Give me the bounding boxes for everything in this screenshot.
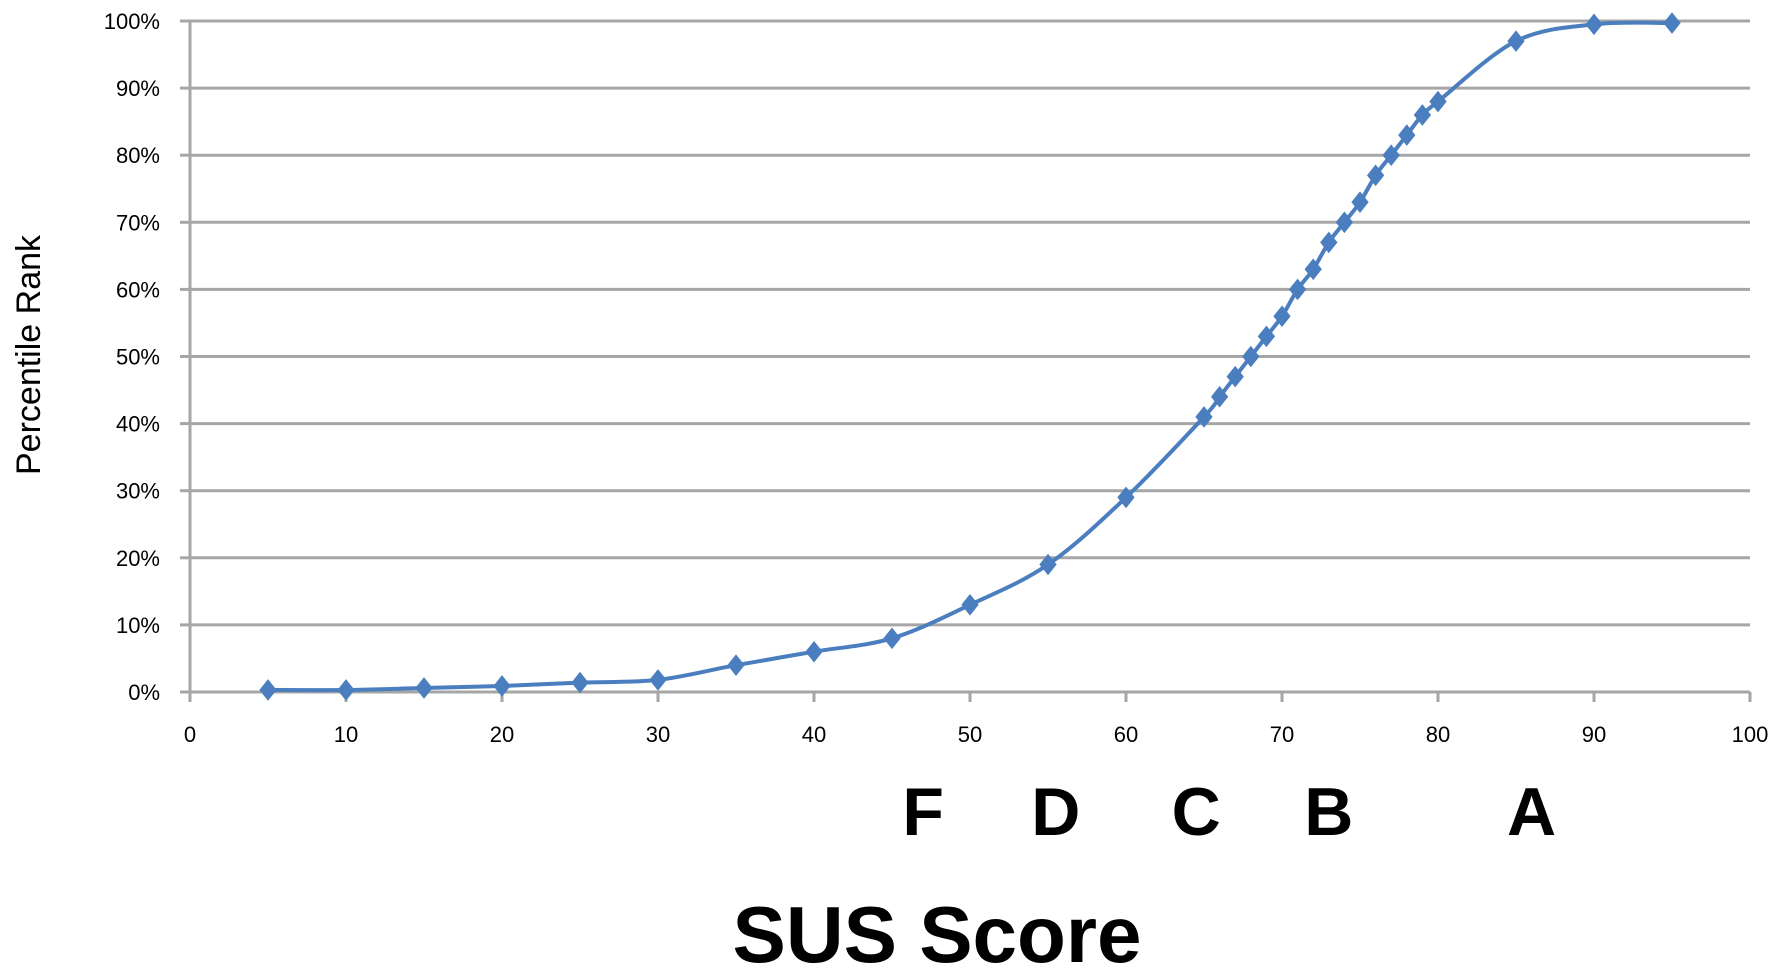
data-point-marker [1507, 30, 1525, 52]
data-point-marker [1585, 13, 1603, 36]
data-point-marker [1273, 305, 1291, 328]
y-tick-label: 40% [116, 412, 160, 437]
data-point-marker [1288, 278, 1307, 301]
data-point-marker [1413, 104, 1432, 126]
y-tick-labels: 0% 10% 20% 30% 40% 50% 60% 70% 80% 90% 100% [104, 9, 160, 705]
data-point-marker [1210, 385, 1229, 408]
y-tick-label: 50% [116, 345, 160, 370]
x-tick-label: 60 [1114, 722, 1138, 747]
y-tick-label: 100% [104, 9, 160, 34]
x-tick-labels: 0 10 20 30 40 50 60 70 80 90 100 [184, 722, 1768, 747]
x-tick-label: 10 [334, 722, 358, 747]
data-point-marker [1398, 124, 1416, 146]
data-point-marker [1257, 325, 1276, 348]
x-tick-label: 30 [646, 722, 670, 747]
data-point-marker [1117, 486, 1135, 509]
x-tick-label: 50 [958, 722, 982, 747]
gridlines [190, 19, 1750, 627]
data-point-marker [883, 627, 901, 650]
y-tick-label: 0% [128, 680, 160, 705]
data-point-marker [805, 640, 823, 663]
data-point-marker [1429, 90, 1447, 113]
x-tick-label: 70 [1270, 722, 1294, 747]
data-point-marker [259, 679, 277, 701]
axes [180, 19, 1752, 702]
data-point-marker [1320, 231, 1338, 254]
y-tick-label: 30% [116, 479, 160, 504]
x-tick-label: 0 [184, 722, 196, 747]
x-tick-label: 40 [802, 722, 826, 747]
grade-label: A [1507, 774, 1556, 850]
markers [259, 12, 1681, 701]
data-point-marker [1242, 345, 1260, 368]
data-point-marker [1226, 365, 1244, 388]
y-tick-label: 90% [116, 76, 160, 101]
data-point-marker [571, 671, 589, 694]
x-axis-title: SUS Score [732, 890, 1141, 968]
x-tick-label: 80 [1426, 722, 1450, 747]
y-tick-label: 20% [116, 546, 160, 571]
data-point-marker [493, 675, 511, 697]
grade-label: B [1304, 774, 1353, 850]
data-point-marker [1351, 191, 1369, 213]
y-tick-label: 70% [116, 210, 160, 235]
data-point-marker [1195, 406, 1213, 428]
x-tick-label: 100 [1732, 722, 1769, 747]
data-point-marker [649, 669, 667, 691]
y-tick-label: 80% [116, 143, 160, 168]
data-point-marker [1335, 211, 1354, 234]
x-tick-label: 20 [490, 722, 514, 747]
data-point-marker [337, 679, 355, 701]
y-tick-label: 10% [116, 613, 160, 638]
x-tick-label: 90 [1582, 722, 1606, 747]
grade-label: C [1172, 774, 1221, 850]
data-point-marker [961, 593, 979, 616]
y-axis-title: Percentile Rank [10, 234, 48, 475]
data-point-marker [1663, 12, 1681, 34]
data-point-marker [1382, 144, 1400, 167]
grade-label: D [1031, 774, 1080, 850]
grade-label: F [902, 774, 944, 850]
data-point-marker [1366, 164, 1385, 187]
y-tick-label: 60% [116, 277, 160, 302]
data-point-marker [1039, 553, 1057, 576]
data-point-marker [1304, 258, 1322, 281]
data-point-marker [415, 677, 433, 699]
data-point-marker [727, 654, 745, 676]
